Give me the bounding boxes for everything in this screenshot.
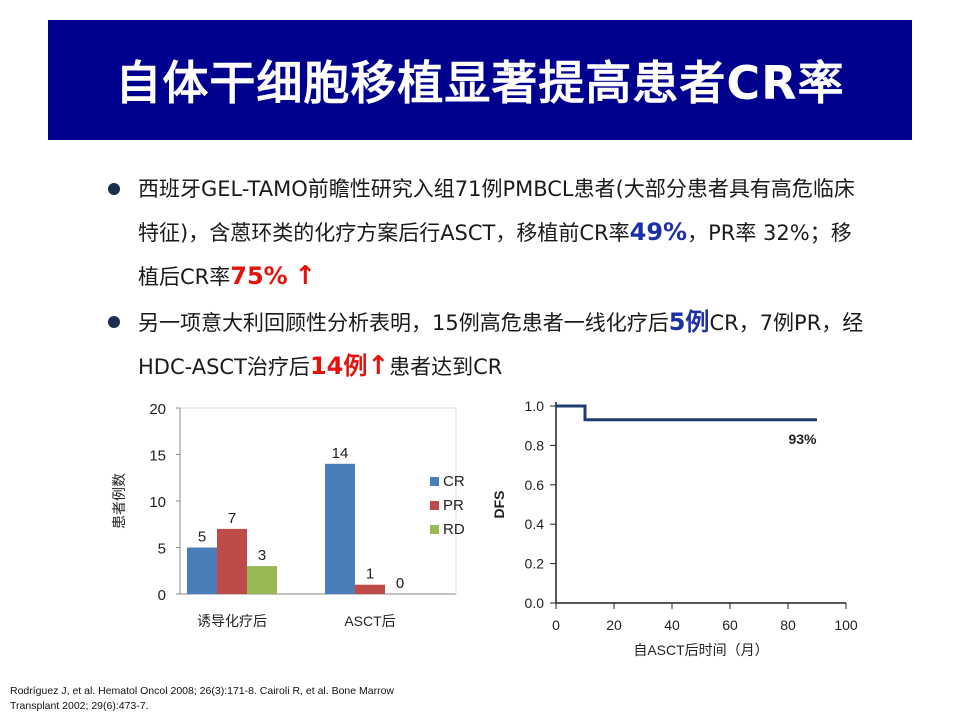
data-label: 14 bbox=[332, 445, 349, 462]
y-tick-label: 5 bbox=[158, 541, 166, 558]
highlight-value: 49% bbox=[629, 218, 688, 246]
data-label: 7 bbox=[228, 510, 236, 527]
data-label: 3 bbox=[258, 547, 266, 564]
y-tick-label: 0.2 bbox=[525, 556, 545, 572]
bullet-list: 西班牙GEL-TAMO前瞻性研究入组71例PMBCL患者(大部分患者具有高危临床… bbox=[108, 168, 868, 389]
bullet-text: CR，7例PR，经HDC-ASCT治疗后 bbox=[138, 311, 864, 379]
highlight-value: 5例 bbox=[668, 308, 710, 336]
y-tick-label: 20 bbox=[149, 401, 166, 418]
y-tick-label: 0.4 bbox=[525, 516, 545, 532]
title-bar: 自体干细胞移植显著提高患者CR率 bbox=[48, 20, 912, 140]
bullet-item: 另一项意大利回顾性分析表明，15例高危患者一线化疗后5例CR，7例PR，经HDC… bbox=[108, 301, 868, 389]
bullet-dot-icon bbox=[108, 316, 120, 328]
up-arrow-icon: ↑ bbox=[367, 351, 390, 381]
x-tick-label: 100 bbox=[834, 617, 858, 633]
x-tick-label: 0 bbox=[552, 617, 560, 633]
y-axis-label: DFS bbox=[491, 491, 507, 519]
x-tick-label: 60 bbox=[722, 617, 738, 633]
dfs-curve bbox=[556, 404, 817, 422]
up-arrow-icon: ↑ bbox=[294, 261, 317, 291]
bar-rd bbox=[247, 566, 277, 594]
data-label: 0 bbox=[396, 575, 404, 592]
y-axis-label: 患者例数 bbox=[111, 473, 127, 529]
data-label: 5 bbox=[198, 529, 206, 546]
bullet-text: 患者达到CR bbox=[389, 355, 503, 379]
x-tick-label: 80 bbox=[780, 617, 796, 633]
x-tick-label: 20 bbox=[606, 617, 622, 633]
bullet-text: 另一项意大利回顾性分析表明，15例高危患者一线化疗后 bbox=[138, 311, 669, 335]
y-tick-label: 0 bbox=[158, 587, 166, 604]
y-tick-label: 0.0 bbox=[525, 595, 545, 611]
bullet-text: ，PR率 32%；移植后CR率 bbox=[138, 221, 852, 289]
legend-swatch bbox=[430, 477, 439, 486]
x-tick-label: 40 bbox=[664, 617, 680, 633]
y-tick-label: 0.8 bbox=[525, 437, 545, 453]
bullet-dot-icon bbox=[108, 183, 120, 195]
data-label: 1 bbox=[366, 566, 374, 583]
bar-cr bbox=[187, 547, 217, 594]
legend-label: RD bbox=[443, 521, 465, 538]
legend-label: PR bbox=[443, 497, 464, 514]
citation: Rodríguez J, et al. Hematol Oncol 2008; … bbox=[10, 685, 395, 712]
y-tick-label: 0.6 bbox=[525, 477, 545, 493]
legend-swatch bbox=[430, 525, 439, 534]
highlight-value: 75% bbox=[230, 262, 288, 290]
legend-swatch bbox=[430, 501, 439, 510]
y-tick-label: 1.0 bbox=[525, 398, 545, 414]
bar-pr bbox=[355, 584, 385, 594]
legend-label: CR bbox=[443, 473, 465, 490]
y-tick-label: 10 bbox=[149, 494, 166, 511]
x-tick-label: 诱导化疗后 bbox=[197, 613, 267, 629]
bar-pr bbox=[217, 528, 247, 594]
highlight-value: 14例 bbox=[309, 352, 368, 380]
dfs-annotation: 93% bbox=[788, 431, 817, 447]
bullet-item: 西班牙GEL-TAMO前瞻性研究入组71例PMBCL患者(大部分患者具有高危临床… bbox=[108, 168, 868, 299]
dfs-chart: 1.0 0.8 0.6 0.4 0.2 0.0 0 20 40 60 80 100 自ASCT后时间（月… bbox=[491, 398, 858, 658]
y-tick-label: 15 bbox=[149, 448, 166, 465]
x-tick-label: ASCT后 bbox=[344, 613, 395, 629]
bullet-text: 西班牙GEL-TAMO前瞻性研究入组71例PMBCL患者(大部分患者具有高危临床… bbox=[138, 177, 855, 245]
bar-cr bbox=[325, 463, 355, 594]
x-axis-label: 自ASCT后时间（月） bbox=[633, 642, 768, 658]
slide-title: 自体干细胞移植显著提高患者CR率 bbox=[115, 56, 845, 110]
